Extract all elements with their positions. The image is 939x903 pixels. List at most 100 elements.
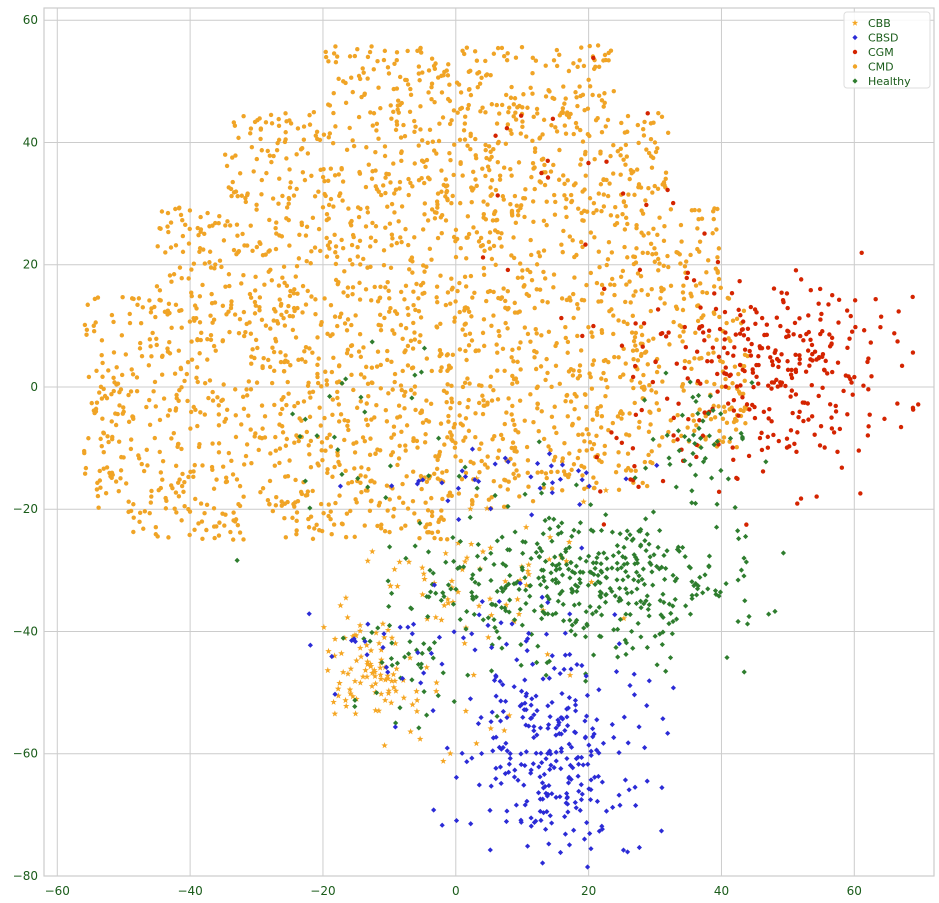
point-cbsd [380,644,386,651]
point-cmd [388,306,393,311]
point-cgm [545,158,550,163]
point-healthy [723,581,729,587]
point-cbsd [665,730,671,736]
point-cgm [675,437,680,442]
point-healthy [307,505,313,511]
point-cmd [680,339,685,344]
point-cmd [575,333,580,339]
point-cgm [770,362,776,368]
point-cbb [356,621,364,629]
point-cmd [470,502,475,507]
point-cmd [169,279,174,284]
point-cmd [499,45,505,51]
point-cbsd [562,831,569,837]
point-cgm [816,301,821,306]
point-cbsd [575,468,582,474]
point-cmd [362,92,367,98]
point-cmd [121,405,126,410]
point-cmd [484,298,489,304]
point-cmd [144,447,149,453]
point-cbsd [557,476,563,482]
point-healthy [738,430,744,437]
point-cgm [798,333,803,339]
point-cmd [293,477,298,483]
point-cmd [520,119,525,124]
point-cmd [358,473,363,478]
point-cgm [591,55,596,61]
point-cmd [537,135,543,140]
point-cmd [619,120,624,126]
point-cmd [561,228,566,234]
point-cmd [209,291,214,297]
point-cmd [630,348,636,353]
point-cmd [485,202,490,207]
point-cmd [518,131,524,136]
point-healthy [686,564,692,570]
point-cmd [721,435,727,440]
point-cgm [858,491,863,496]
point-cbsd [431,582,438,588]
point-cmd [316,356,321,361]
point-healthy [735,528,741,534]
point-cmd [109,312,115,318]
point-healthy [572,632,578,638]
point-cmd [146,363,152,368]
point-cmd [472,290,477,296]
point-healthy [488,550,494,556]
point-cmd [94,368,99,373]
point-cmd [307,346,312,351]
point-cmd [404,474,409,479]
point-cmd [584,448,589,453]
point-cmd [318,248,323,254]
point-cbsd [488,506,494,512]
point-cmd [480,105,485,110]
point-cmd [554,63,560,69]
point-cmd [601,358,607,364]
point-cmd [243,329,248,335]
point-cbsd [506,769,512,775]
point-cmd [100,416,105,421]
point-cbb [392,640,399,647]
point-cmd [319,384,324,389]
point-cmd [388,452,394,458]
point-cmd [433,454,438,459]
point-cmd [580,189,585,194]
point-healthy [331,434,338,440]
point-cmd [342,418,347,423]
point-cmd [668,418,673,423]
point-cgm [776,364,781,370]
point-healthy [465,672,471,678]
point-cmd [230,155,235,160]
point-cmd [444,68,449,73]
point-cgm [807,363,812,368]
point-cmd [561,84,566,89]
point-cgm [730,445,735,450]
point-cmd [551,272,557,277]
point-cmd [331,90,336,96]
point-cmd [593,118,599,123]
point-cbsd [576,788,582,794]
point-cgm [767,406,772,412]
point-cmd [443,302,449,308]
point-cmd [460,173,465,178]
point-cmd [534,287,539,292]
point-cmd [489,323,494,328]
point-cbsd [594,798,601,805]
point-cmd [585,106,591,111]
point-cmd [206,395,211,401]
point-cbsd [529,696,535,702]
point-cgm [650,379,656,385]
point-cbsd [462,474,469,480]
point-cmd [141,526,146,531]
point-cmd [315,136,320,142]
point-cmd [509,412,514,417]
point-cmd [646,150,652,156]
point-healthy [592,581,598,587]
point-cbsd [616,750,622,756]
point-cmd [319,440,325,445]
point-cmd [286,201,291,206]
point-healthy [695,392,702,399]
point-cmd [283,474,288,479]
point-cmd [111,350,117,355]
point-cmd [427,246,433,252]
